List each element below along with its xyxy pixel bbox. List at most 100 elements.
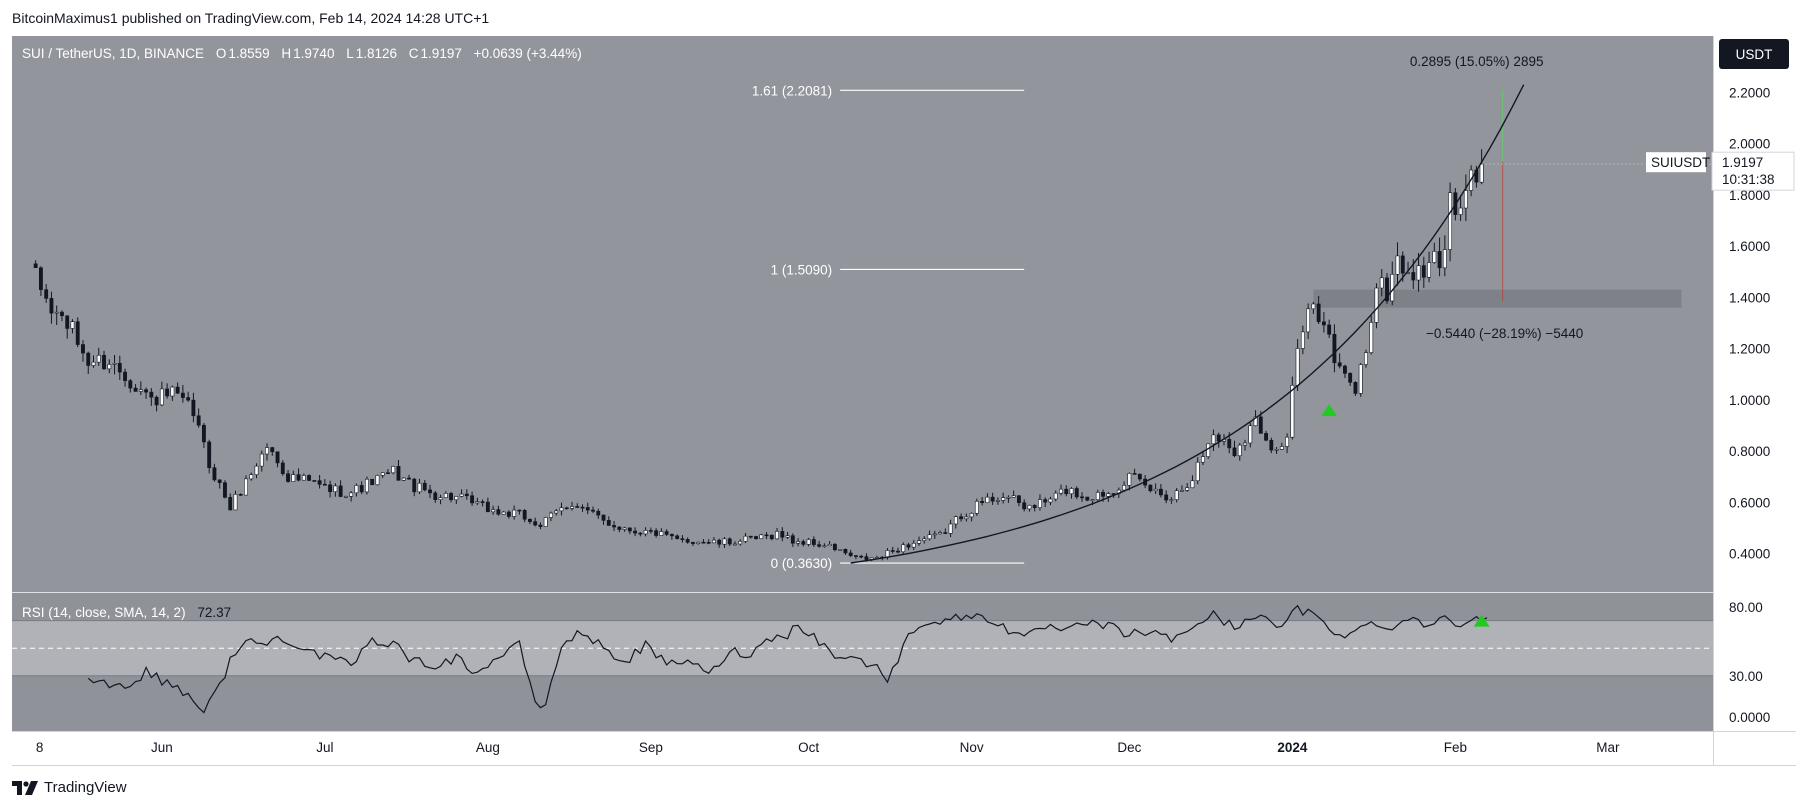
- candle-body: [885, 550, 890, 558]
- main-pane-background: [12, 36, 1713, 592]
- currency-badge-bg[interactable]: [1719, 39, 1789, 69]
- price-tick-label: 1.8000: [1729, 188, 1770, 203]
- candle-body: [1290, 385, 1295, 438]
- candle-body: [696, 541, 701, 544]
- candle-body: [759, 534, 764, 539]
- candle-body: [953, 516, 958, 525]
- tradingview-logo-icon: [12, 780, 38, 795]
- candle-body: [1306, 308, 1311, 333]
- candle-body: [1227, 439, 1232, 449]
- candle-body: [175, 386, 180, 394]
- candle-body: [144, 389, 149, 393]
- candle-body: [128, 380, 133, 389]
- candle-body: [680, 538, 685, 540]
- candle-body: [1300, 331, 1305, 349]
- candle-body: [922, 538, 927, 541]
- high-label: H: [281, 46, 291, 61]
- candle-body: [328, 484, 333, 493]
- candle-body: [896, 550, 900, 553]
- candle-body: [622, 527, 627, 530]
- candle-body: [1432, 251, 1437, 263]
- candle-body: [1169, 499, 1174, 501]
- candle-body: [349, 492, 354, 497]
- candle-body: [1327, 324, 1332, 335]
- candle-body: [380, 472, 385, 476]
- candle-body: [391, 466, 396, 474]
- publisher-line: BitcoinMaximus1 published on TradingView…: [12, 10, 490, 26]
- candle-body: [343, 495, 348, 498]
- candle-body: [501, 511, 506, 515]
- candle-body: [1285, 436, 1290, 447]
- candle-body: [91, 361, 96, 366]
- candle-body: [738, 541, 743, 545]
- candle-body: [191, 399, 196, 417]
- candle-body: [627, 527, 632, 532]
- candle-body: [354, 485, 359, 494]
- candle-body: [701, 541, 706, 544]
- candle-body: [1364, 352, 1368, 365]
- candle-body: [743, 535, 748, 542]
- candle-body: [790, 535, 795, 544]
- candle-body: [1048, 498, 1053, 503]
- candle-body: [470, 495, 475, 504]
- candle-body: [1074, 488, 1079, 498]
- candle-body: [54, 311, 59, 314]
- candle-body: [612, 525, 616, 528]
- candle-body: [1243, 442, 1247, 446]
- candle-body: [81, 344, 85, 354]
- candle-body: [1390, 273, 1395, 302]
- candle-body: [454, 496, 459, 501]
- candle-body: [86, 352, 91, 366]
- candle-body: [180, 392, 185, 398]
- candle-body: [428, 489, 432, 494]
- candle-body: [549, 512, 553, 518]
- tradingview-logo[interactable]: TradingView: [12, 779, 127, 796]
- candle-body: [1153, 488, 1158, 492]
- candle-body: [1011, 495, 1016, 498]
- price-tag-box: [1711, 151, 1795, 191]
- price-tick-label: 1.0000: [1729, 393, 1770, 408]
- candle-body: [1022, 502, 1027, 510]
- candle-body: [1400, 255, 1405, 274]
- candle-body: [690, 541, 695, 544]
- price-tick-label: 1.4000: [1729, 290, 1770, 305]
- rsi-tick-label: 30.00: [1729, 669, 1763, 684]
- resistance-zone-layer: [1313, 289, 1682, 308]
- candle-body: [654, 530, 659, 536]
- candle-body: [449, 493, 453, 501]
- candle-body: [112, 362, 117, 365]
- candle-body: [712, 539, 716, 544]
- candle-body: [1064, 488, 1069, 495]
- candle-body: [596, 510, 601, 516]
- candle-body: [664, 531, 669, 535]
- candle-body: [1311, 303, 1316, 310]
- fib-layer: 1.61 (2.2081) 1 (1.5090) 0 (0.3630): [752, 83, 1025, 571]
- candle-body: [533, 521, 538, 526]
- time-tick-label: Feb: [1444, 740, 1467, 755]
- candle-body: [212, 467, 217, 481]
- symbol-legend: SUI / TetherUS, 1D, BINANCE O 1.8559 H 1.9…: [22, 46, 582, 61]
- candle-body: [433, 492, 438, 500]
- candle-body: [1458, 207, 1463, 215]
- resistance-zone: [1313, 289, 1682, 308]
- rsi-legend: RSI (14, close, SMA, 14, 2) 72.37: [22, 605, 231, 620]
- close-value: 1.9197: [421, 46, 462, 61]
- currency-badge[interactable]: USDT: [1736, 47, 1773, 62]
- candle-body: [1122, 485, 1127, 491]
- candle-body: [890, 550, 895, 552]
- price-tick-label: 0.4000: [1729, 547, 1770, 562]
- candle-body: [1264, 433, 1268, 441]
- candle-body: [817, 544, 822, 547]
- candle-body: [727, 538, 732, 545]
- candle-body: [648, 530, 653, 532]
- candle-body: [1421, 265, 1426, 278]
- candle-body: [775, 531, 779, 540]
- candle-body: [1106, 493, 1111, 497]
- symbol-name: SUI / TetherUS, 1D, BINANCE: [22, 46, 204, 61]
- candle-body: [438, 497, 443, 500]
- candle-body: [312, 480, 317, 482]
- candle-body: [165, 388, 170, 397]
- high-value: 1.9740: [293, 46, 334, 61]
- curve-layer: [850, 84, 1525, 564]
